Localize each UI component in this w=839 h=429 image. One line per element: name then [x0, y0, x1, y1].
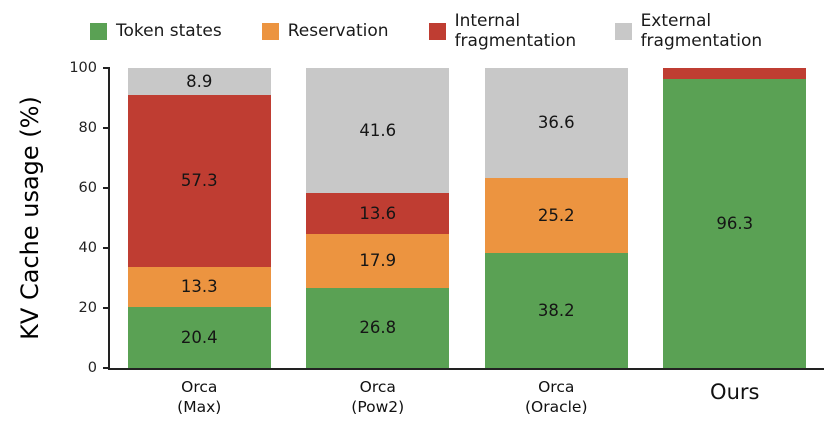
y-axis-label: KV Cache usage (%): [16, 96, 44, 340]
y-tick-mark: [103, 187, 110, 189]
y-tick-mark: [103, 67, 110, 69]
legend-swatch: [90, 23, 107, 41]
y-tick-label: 100: [69, 60, 97, 76]
segment-value-label: 25.2: [537, 206, 575, 226]
legend-swatch: [428, 23, 446, 41]
y-tick-mark: [103, 247, 110, 249]
legend-item: External fragmentation: [614, 11, 763, 51]
stacked-bar: 26.8 17.9 13.6 41.6: [306, 68, 450, 368]
y-tick-mark: [103, 127, 110, 129]
plot-area: 0 20 40 60 80 100 20.4 13.3 57.3 8.9 Orca (Max) 26.…: [69, 60, 824, 416]
y-tick-mark: [103, 307, 110, 309]
segment-value-label: 20.4: [180, 327, 218, 347]
x-tick-label: Orca (Max): [177, 378, 222, 417]
segment-value-label: 96.3: [716, 214, 754, 234]
stacked-bar: 96.3: [663, 68, 807, 368]
segment-value-label: 13.3: [180, 277, 218, 297]
bar-segment: 8.9: [127, 68, 271, 95]
segment-value-label: 36.6: [537, 113, 575, 133]
legend-label: Internal fragmentation: [454, 11, 577, 51]
x-tick-label: Orca (Oracle): [524, 378, 588, 417]
bar-segment: 17.9: [306, 233, 450, 288]
legend: Token states Reservation Internal fragment…: [90, 11, 763, 51]
segment-value-label: 38.2: [537, 301, 575, 321]
bar-segment: 26.8: [306, 287, 450, 368]
stacked-bar: 38.2 25.2 36.6: [484, 68, 628, 368]
legend-item: Token states: [90, 20, 222, 42]
bar-segment: [663, 68, 807, 80]
bar-segment: 25.2: [484, 177, 628, 254]
bar-segment: 13.6: [306, 193, 450, 234]
legend-label: Token states: [116, 20, 222, 41]
stacked-bar: 20.4 13.3 57.3 8.9: [127, 68, 271, 368]
bar-segment: 57.3: [127, 95, 271, 267]
legend-label: External fragmentation: [640, 11, 763, 51]
legend-label: Reservation: [287, 20, 389, 41]
bar-segment: 13.3: [127, 266, 271, 307]
y-tick-label: 20: [78, 300, 97, 316]
legend-swatch: [261, 23, 279, 41]
bar-segment: 41.6: [306, 68, 450, 194]
bar-segment: 20.4: [127, 306, 271, 368]
legend-item: Internal fragmentation: [428, 11, 577, 51]
segment-value-label: 41.6: [359, 121, 397, 141]
bar-segment: 96.3: [663, 79, 807, 368]
y-tick-label: 80: [78, 120, 97, 136]
bar-segment: 38.2: [484, 253, 628, 368]
segment-value-label: 26.8: [359, 318, 397, 338]
x-tick-label: Ours: [710, 380, 760, 404]
y-tick-mark: [103, 367, 110, 369]
bar-segment: 36.6: [484, 68, 628, 178]
x-tick-label: Orca (Pow2): [351, 378, 405, 417]
segment-value-label: 57.3: [180, 171, 218, 191]
segment-value-label: 13.6: [359, 204, 397, 223]
y-tick-label: 0: [87, 360, 97, 376]
y-tick-label: 60: [78, 180, 97, 196]
segment-value-label: 17.9: [359, 251, 397, 271]
segment-value-label: 8.9: [186, 72, 213, 92]
legend-swatch: [614, 23, 632, 41]
legend-item: Reservation: [261, 20, 389, 42]
y-tick-label: 40: [78, 240, 97, 256]
